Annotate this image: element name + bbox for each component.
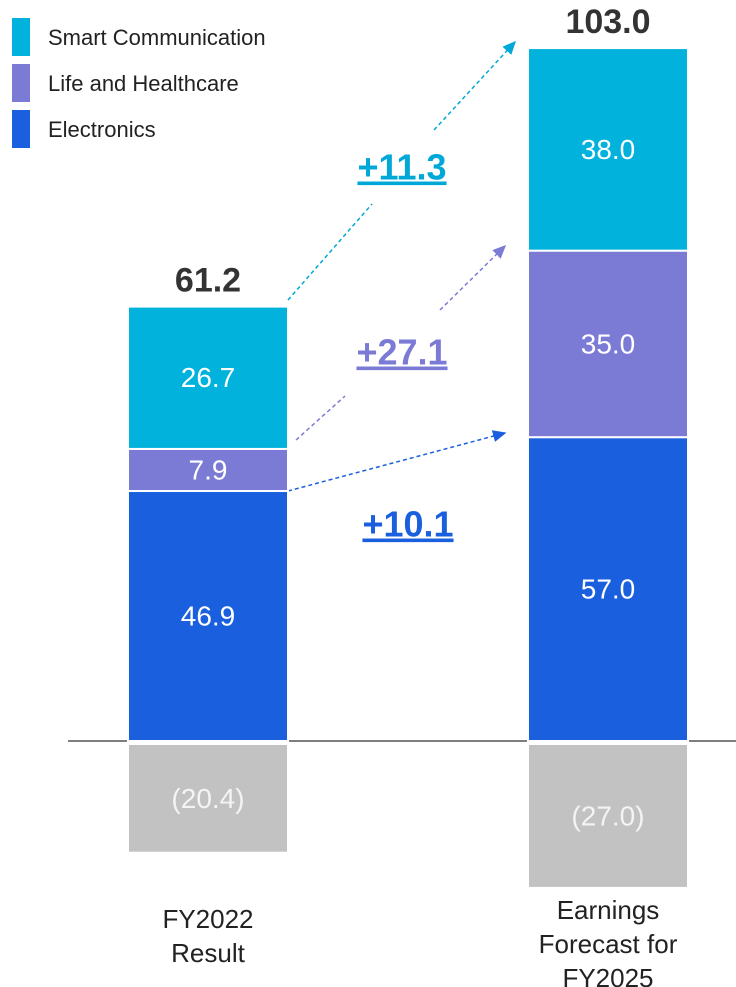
total-label: 103.0 — [565, 3, 650, 41]
category-label: Earnings Forecast for FY2025 — [538, 895, 678, 987]
legend-label: Life and Healthcare — [48, 71, 239, 96]
value-label: 26.7 — [181, 362, 236, 393]
arrows — [287, 40, 517, 492]
value-label: 57.0 — [581, 573, 636, 604]
value-label: 46.9 — [181, 600, 236, 631]
bar-segment — [527, 743, 689, 889]
value-label: 35.0 — [581, 328, 636, 359]
bar-segment — [527, 47, 689, 252]
value-label: (27.0) — [571, 800, 644, 831]
legend-swatch — [12, 18, 30, 56]
bar-segment — [127, 490, 289, 743]
category-label: FY2022 Result — [162, 904, 254, 968]
legend-swatch — [12, 110, 30, 148]
bar-segment — [127, 743, 289, 854]
total-label: 61.2 — [175, 262, 241, 300]
value-label: (20.4) — [171, 783, 244, 814]
bar-segment — [527, 436, 689, 742]
value-label: 7.9 — [189, 454, 228, 485]
delta-label: +27.1 — [356, 332, 447, 373]
delta-label: +11.3 — [357, 147, 446, 188]
delta-label: +10.1 — [362, 504, 453, 545]
value-label: 38.0 — [581, 134, 636, 165]
legend-label: Electronics — [48, 117, 156, 142]
bar-segment — [127, 305, 289, 450]
legend-swatch — [12, 64, 30, 102]
legend-label: Smart Communication — [48, 25, 266, 50]
bar-segment — [527, 249, 689, 439]
